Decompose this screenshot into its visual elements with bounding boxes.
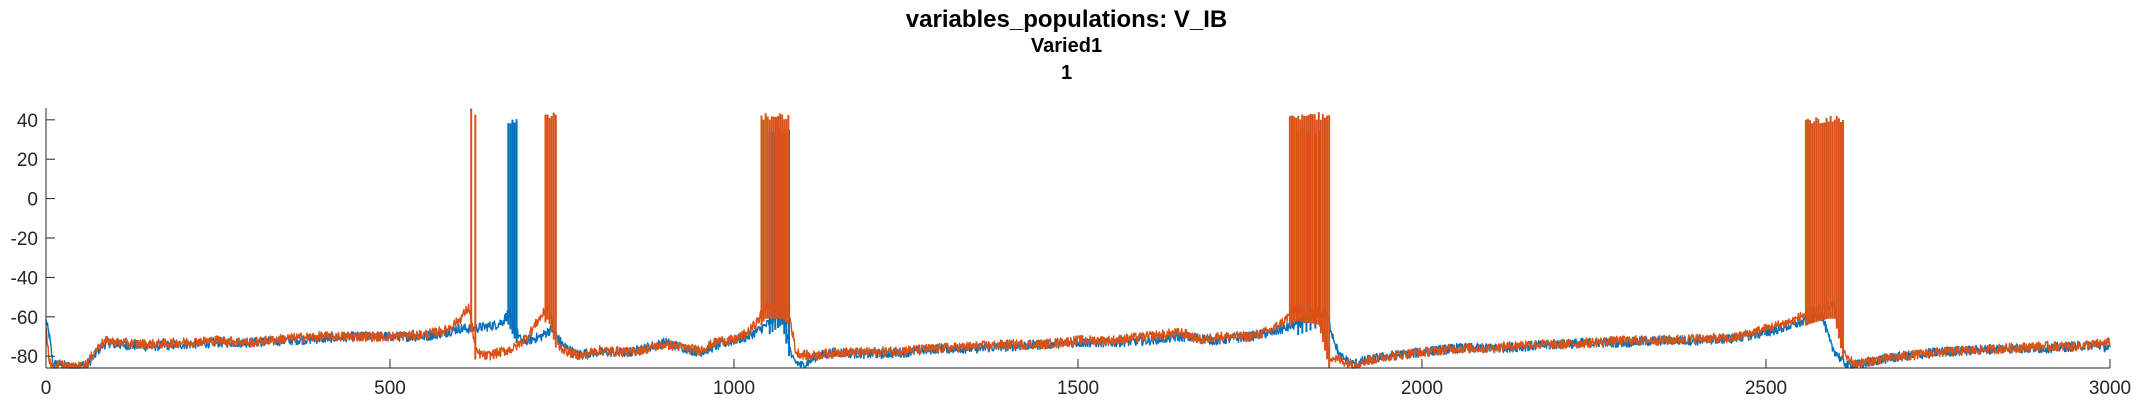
axes-layer: 0 500 1000 1500 2000 2500 3000 -80 -60 -40 -20 0 20 4… — [11, 108, 2131, 399]
y-tick-label-0: 0 — [27, 190, 38, 211]
x-tick-label-0: 0 — [41, 378, 52, 399]
x-tick-label-1000: 1000 — [713, 378, 755, 399]
chart-title: variables_populations: V_IB — [905, 6, 1228, 33]
y-tick-label-40: 40 — [17, 111, 38, 132]
x-tick-label-3000: 3000 — [2089, 378, 2131, 399]
y-tick-label--60: -60 — [11, 308, 38, 329]
chart-subtitle-line-1: Varied1 — [1030, 35, 1103, 57]
series-2 — [45, 108, 2111, 369]
x-tick-label-2500: 2500 — [1745, 378, 1787, 399]
series-layer — [45, 108, 2111, 369]
x-tick-label-1500: 1500 — [1057, 378, 1099, 399]
series-2-trace — [45, 301, 2111, 369]
y-tick-label-20: 20 — [17, 150, 38, 171]
y-tick-label--40: -40 — [11, 268, 38, 289]
chart-subtitle-line-2: 1 — [1060, 62, 1073, 84]
x-tick-label-500: 500 — [374, 378, 406, 399]
y-tick-label--20: -20 — [11, 229, 38, 250]
x-tick-label-2000: 2000 — [1401, 378, 1443, 399]
y-tick-label--80: -80 — [11, 347, 38, 368]
series-1 — [45, 119, 2111, 369]
